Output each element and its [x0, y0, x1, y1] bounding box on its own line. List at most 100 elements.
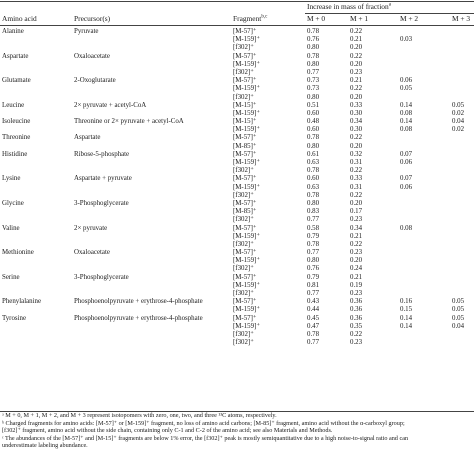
table-row: [M-159]⁺ 0.73 0.22 0.05	[0, 85, 474, 93]
m0-cell: 0.80	[307, 257, 320, 265]
fragment-cell: [M-159]⁺	[233, 60, 260, 68]
m0-cell: 0.60	[307, 126, 320, 134]
amino-acid-cell: Phenylalanine	[2, 298, 42, 306]
m0-cell: 0.73	[307, 77, 320, 85]
m1-cell: 0.20	[350, 93, 363, 101]
fragment-cell: [M-57]⁺	[233, 150, 257, 158]
footnote-b-cont: [f302]⁺ fragment, amino acid without the…	[2, 427, 333, 435]
fragment-cell: [f302]⁺	[233, 240, 254, 248]
fragment-cell: [M-159]⁺	[233, 322, 260, 330]
table-row: [f302]⁺ 0.78 0.22	[0, 331, 474, 339]
footnote-b: ᵇ Charged fragments for amino acids: [M-…	[2, 419, 405, 427]
fragment-cell: [f302]⁺	[233, 330, 254, 338]
header-m2: M + 2	[400, 14, 419, 23]
table-row: [M-159]⁺ 0.60 0.30 0.08 0.02	[0, 126, 474, 134]
m0-cell: 0.48	[307, 118, 320, 126]
m0-cell: 0.76	[307, 36, 320, 44]
m0-cell: 0.58	[307, 224, 320, 232]
table-row: [M-159]⁺ 0.80 0.20	[0, 61, 474, 69]
m0-cell: 0.45	[307, 314, 320, 322]
m1-cell: 0.17	[350, 208, 363, 216]
m3-cell: 0.05	[452, 314, 465, 322]
fragment-cell: [M-159]⁺	[233, 36, 260, 44]
header-m3: M + 3	[452, 14, 471, 23]
precursor-cell: Threonine or 2× pyruvate + acetyl-CoA	[74, 118, 184, 126]
m1-cell: 0.23	[350, 290, 363, 297]
header-m0: M + 0	[307, 14, 326, 23]
m1-cell: 0.30	[350, 109, 363, 117]
m0-cell: 0.60	[307, 175, 320, 183]
m2-cell: 0.08	[400, 224, 413, 232]
m0-cell: 0.77	[307, 216, 320, 224]
m1-cell: 0.22	[350, 52, 363, 60]
fragment-cell: [M-159]⁺	[233, 109, 260, 117]
m1-cell: 0.23	[350, 249, 363, 257]
amino-acid-cell: Histidine	[2, 150, 28, 158]
m3-cell: 0.05	[452, 306, 465, 314]
fragment-cell: [M-57]⁺	[233, 134, 257, 142]
m1-cell: 0.22	[350, 28, 363, 35]
fragment-cell: [M-159]⁺	[233, 281, 260, 289]
table-row: [M-159]⁺ 0.63 0.31 0.06	[0, 159, 474, 167]
m2-cell: 0.08	[400, 109, 413, 117]
amino-acid-cell: Lysine	[2, 175, 21, 183]
fragment-cell: [M-85]⁺	[233, 142, 257, 150]
m0-cell: 0.43	[307, 298, 320, 306]
fragment-cell: [f302]⁺	[233, 339, 254, 347]
m2-cell: 0.06	[400, 159, 413, 166]
m0-cell: 0.77	[307, 249, 320, 257]
table-row: [f302]⁺ 0.77 0.23	[0, 339, 474, 347]
footnote-a: ᵃ M + 0, M + 1, M + 2, and M + 3 represe…	[2, 412, 277, 419]
m0-cell: 0.78	[307, 134, 320, 142]
m2-cell: 0.14	[400, 322, 413, 330]
precursor-cell: Oxaloacetate	[74, 249, 110, 257]
fragment-cell: [M-57]⁺	[233, 314, 257, 322]
m2-cell: 0.06	[400, 183, 413, 191]
m1-cell: 0.36	[350, 306, 363, 314]
table-row: [M-159]⁺ 0.80 0.20	[0, 257, 474, 265]
m1-cell: 0.34	[350, 224, 363, 232]
m1-cell: 0.23	[350, 339, 363, 347]
table-row: [M-159]⁺ 0.79 0.21	[0, 233, 474, 241]
precursor-cell: Pyruvate	[74, 28, 99, 35]
table-row: [f302]⁺ 0.80 0.20	[0, 44, 474, 52]
fragment-cell: [f302]⁺	[233, 191, 254, 199]
table-row: Alanine Pyruvate [M-57]⁺ 0.78 0.22	[0, 28, 474, 36]
fragment-cell: [M-57]⁺	[233, 273, 257, 281]
fragment-cell: [f302]⁺	[233, 265, 254, 273]
table-row: [f302]⁺ 0.76 0.24	[0, 265, 474, 273]
header-amino-acid: Amino acid	[2, 14, 37, 23]
fragment-cell: [M-57]⁺	[233, 224, 257, 232]
m2-cell: 0.07	[400, 175, 413, 183]
m1-cell: 0.31	[350, 183, 363, 191]
m0-cell: 0.78	[307, 28, 320, 35]
amino-acid-cell: Tyrosine	[2, 314, 27, 322]
m1-cell: 0.33	[350, 175, 363, 183]
m3-cell: 0.02	[452, 126, 465, 134]
table-row: [M-159]⁺ 0.47 0.35 0.14 0.04	[0, 323, 474, 331]
table-row: [f302]⁺ 0.78 0.22	[0, 192, 474, 200]
m1-cell: 0.20	[350, 60, 363, 68]
m1-cell: 0.22	[350, 134, 363, 142]
m1-cell: 0.20	[350, 199, 363, 207]
amino-acid-cell: Valine	[2, 224, 20, 232]
m0-cell: 0.77	[307, 339, 320, 347]
table-row: Glycine 3-Phosphoglycerate [M-57]⁺ 0.80 0.20	[0, 200, 474, 208]
table-row: Glutamate 2-Oxoglutarate [M-57]⁺ 0.73 0.21 0.…	[0, 77, 474, 85]
fragment-cell: [f302]⁺	[233, 68, 254, 76]
table-row: Phenylalanine Phosphoenolpyruvate + eryth…	[0, 298, 474, 306]
m2-cell: 0.14	[400, 314, 413, 322]
header-bottom-rule	[0, 25, 474, 26]
fragment-cell: [M-159]⁺	[233, 232, 260, 240]
amino-acid-cell: Methionine	[2, 249, 34, 257]
m1-cell: 0.23	[350, 68, 363, 76]
table-row: [f302]⁺ 0.78 0.22	[0, 241, 474, 249]
fragment-cell: [f302]⁺	[233, 216, 254, 224]
m1-cell: 0.32	[350, 150, 363, 158]
header-increase-sup: a	[388, 2, 391, 8]
table-row: Leucine 2× pyruvate + acetyl-CoA [M-15]⁺ 0.…	[0, 102, 474, 110]
table-row: Aspartate Oxaloacetate [M-57]⁺ 0.78 0.22	[0, 53, 474, 61]
m1-cell: 0.24	[350, 265, 363, 273]
m0-cell: 0.79	[307, 232, 320, 240]
m0-cell: 0.80	[307, 142, 320, 150]
